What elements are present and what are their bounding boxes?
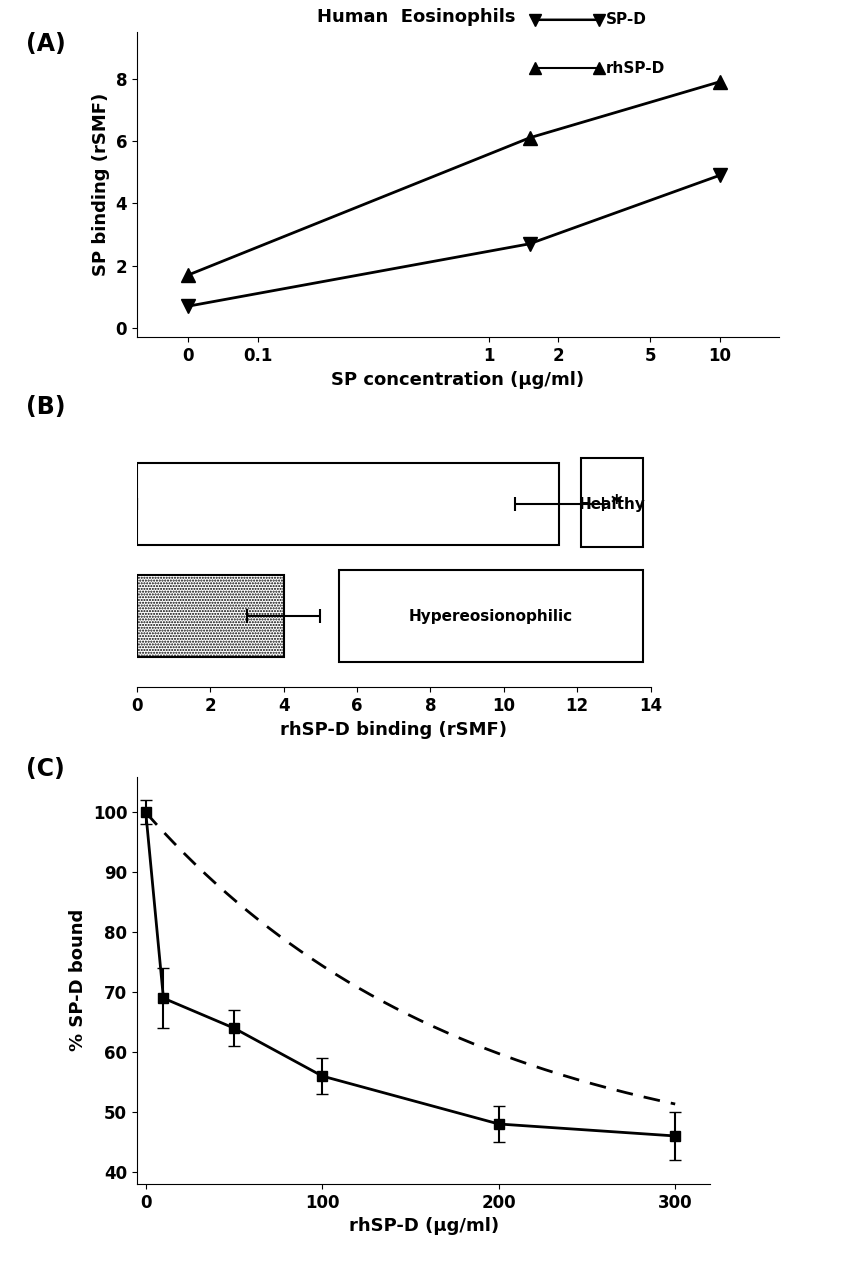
rhSP-D bbox=[715, 74, 725, 89]
Bar bbox=[137, 575, 283, 657]
Line: rhSP-D: rhSP-D bbox=[181, 75, 727, 281]
X-axis label: SP concentration (μg/ml): SP concentration (μg/ml) bbox=[331, 370, 585, 388]
rhSP-D bbox=[525, 130, 535, 145]
rhSP-D bbox=[183, 267, 193, 283]
Text: (C): (C) bbox=[26, 757, 64, 782]
Text: Healthy: Healthy bbox=[579, 496, 645, 512]
Y-axis label: SP binding (rSMF): SP binding (rSMF) bbox=[92, 93, 110, 276]
Text: rhSP-D: rhSP-D bbox=[605, 61, 665, 76]
SP-D bbox=[715, 168, 725, 183]
Line: SP-D: SP-D bbox=[181, 168, 727, 313]
X-axis label: rhSP-D binding (rSMF): rhSP-D binding (rSMF) bbox=[280, 721, 508, 738]
Text: (B): (B) bbox=[26, 395, 65, 419]
Text: SP-D: SP-D bbox=[605, 13, 646, 27]
SP-D bbox=[183, 299, 193, 314]
Text: Hypereosionophilic: Hypereosionophilic bbox=[409, 608, 573, 624]
Bar bbox=[137, 463, 559, 545]
Text: *: * bbox=[610, 494, 621, 514]
FancyBboxPatch shape bbox=[339, 570, 643, 662]
Text: Human  Eosinophils: Human Eosinophils bbox=[317, 8, 515, 25]
SP-D bbox=[525, 237, 535, 252]
Text: (A): (A) bbox=[26, 32, 65, 56]
FancyBboxPatch shape bbox=[581, 458, 643, 547]
Y-axis label: % SP-D bound: % SP-D bound bbox=[69, 909, 87, 1051]
X-axis label: rhSP-D (μg/ml): rhSP-D (μg/ml) bbox=[348, 1217, 499, 1235]
